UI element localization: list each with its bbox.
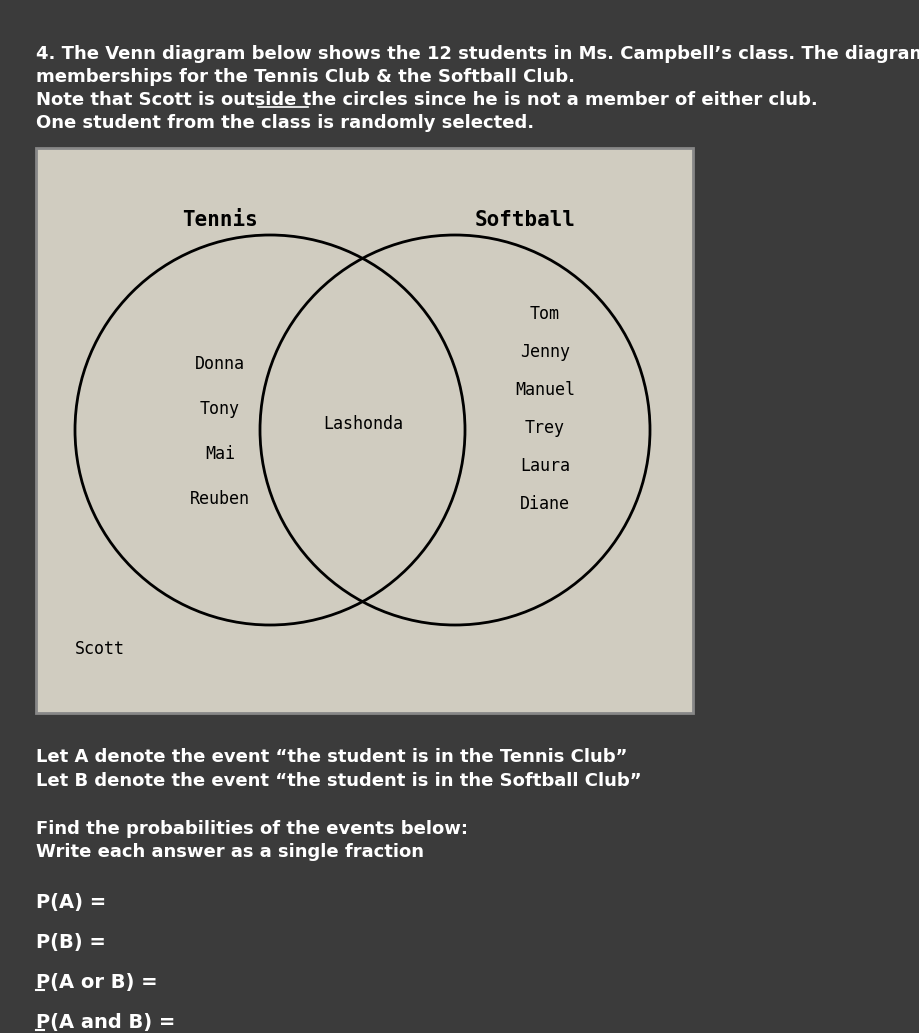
Text: P(A and B) =: P(A and B) = (36, 1013, 176, 1032)
Text: Note that Scott is outside the circles since he is not a member of either club.: Note that Scott is outside the circles s… (36, 91, 818, 109)
Text: Laura: Laura (520, 457, 570, 475)
Text: Mai: Mai (205, 445, 235, 463)
Text: Write each answer as a single fraction: Write each answer as a single fraction (36, 843, 424, 860)
Text: Manuel: Manuel (515, 381, 575, 399)
Text: Reuben: Reuben (190, 490, 250, 508)
Text: Find the probabilities of the events below:: Find the probabilities of the events bel… (36, 820, 468, 838)
Text: One student from the class is randomly selected.: One student from the class is randomly s… (36, 114, 534, 132)
Text: P(A) =: P(A) = (36, 893, 107, 912)
Text: Donna: Donna (195, 355, 245, 373)
Text: Tom: Tom (530, 305, 560, 323)
Text: P(A or B) =: P(A or B) = (36, 973, 158, 992)
Text: Scott: Scott (75, 640, 125, 658)
Text: Tennis: Tennis (182, 210, 258, 230)
Text: Let A denote the event “the student is in the Tennis Club”: Let A denote the event “the student is i… (36, 748, 628, 766)
Text: Jenny: Jenny (520, 343, 570, 361)
Text: Lashonda: Lashonda (323, 415, 403, 433)
Text: memberships for the Tennis Club & the Softball Club.: memberships for the Tennis Club & the So… (36, 68, 575, 86)
Text: 4. The Venn diagram below shows the 12 students in Ms. Campbell’s class. The dia: 4. The Venn diagram below shows the 12 s… (36, 45, 919, 63)
Text: Tony: Tony (200, 400, 240, 418)
Text: Trey: Trey (525, 419, 565, 437)
Text: Diane: Diane (520, 495, 570, 513)
Text: Softball: Softball (474, 210, 575, 230)
Text: P(B) =: P(B) = (36, 933, 106, 952)
Text: Let B denote the event “the student is in the Softball Club”: Let B denote the event “the student is i… (36, 772, 641, 790)
Bar (36, 148, 693, 713)
